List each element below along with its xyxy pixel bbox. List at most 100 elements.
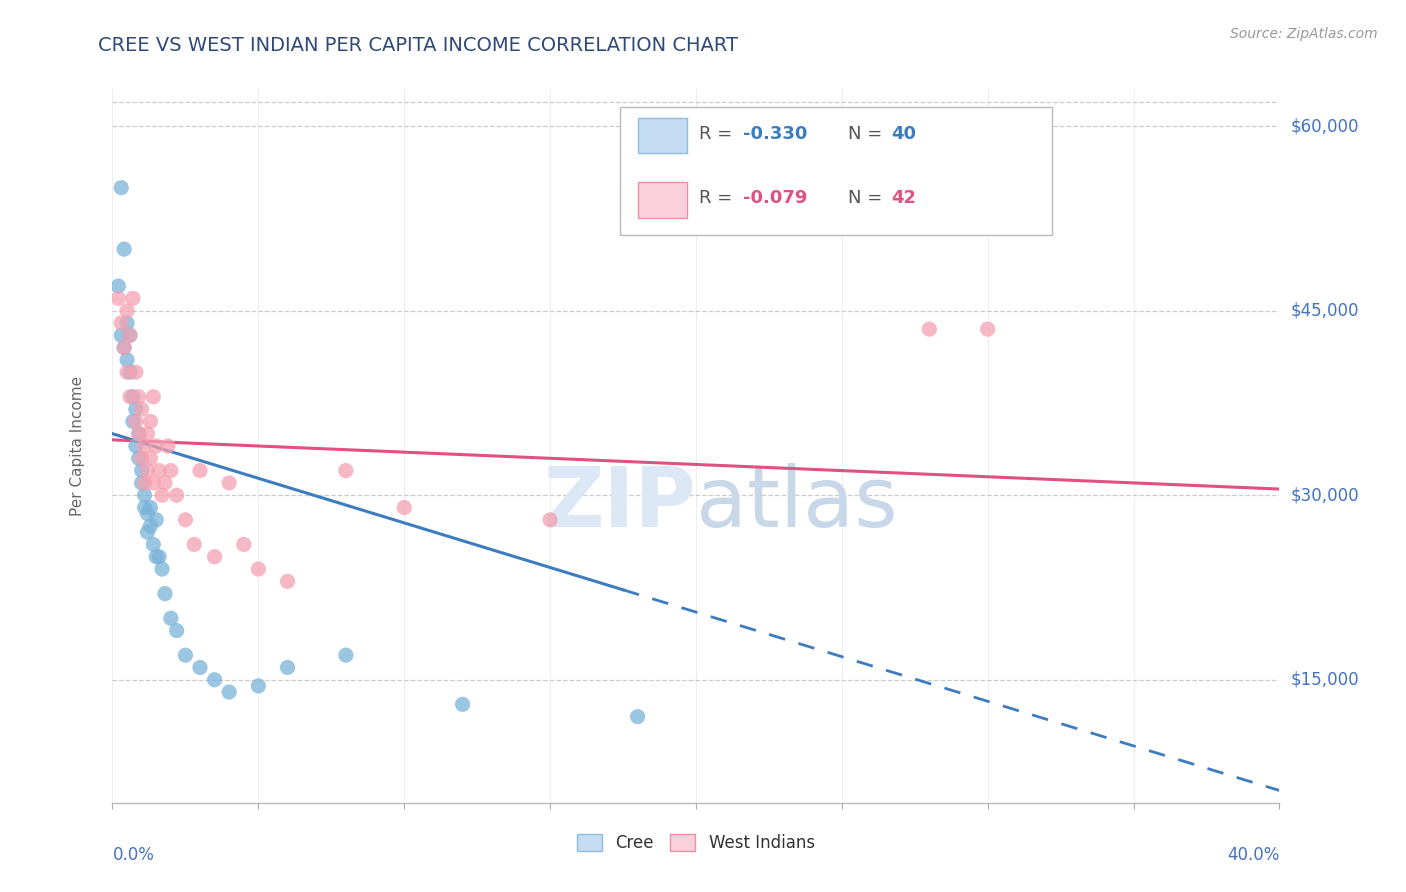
Point [118, 365, 141, 379]
Point [150, 488, 173, 502]
Point [134, 500, 156, 515]
Text: R =: R = [699, 125, 738, 143]
Point [110, 180, 132, 194]
Text: $45,000: $45,000 [1291, 301, 1360, 319]
Point [110, 328, 132, 343]
Point [148, 549, 170, 564]
Text: 40.0%: 40.0% [1227, 846, 1279, 863]
Point [125, 402, 148, 417]
Point [153, 475, 176, 490]
Point [118, 328, 141, 343]
Point [183, 537, 205, 551]
FancyBboxPatch shape [620, 107, 1052, 235]
Point [276, 660, 298, 674]
Point [145, 513, 167, 527]
Point [335, 648, 357, 662]
FancyBboxPatch shape [638, 182, 686, 218]
Point [134, 488, 156, 502]
Text: $15,000: $15,000 [1291, 671, 1360, 689]
Point [218, 685, 240, 699]
Text: atlas: atlas [696, 463, 897, 543]
Text: CREE VS WEST INDIAN PER CAPITA INCOME CORRELATION CHART: CREE VS WEST INDIAN PER CAPITA INCOME CO… [98, 36, 738, 54]
Point [145, 439, 167, 453]
Point [918, 322, 941, 336]
Point [218, 475, 240, 490]
Point [188, 464, 211, 478]
Text: Per Capita Income: Per Capita Income [70, 376, 84, 516]
Point [115, 352, 138, 367]
Point [136, 464, 159, 478]
Point [247, 562, 270, 576]
Text: Source: ZipAtlas.com: Source: ZipAtlas.com [1230, 27, 1378, 41]
Point [276, 574, 298, 589]
Point [112, 341, 135, 355]
Point [142, 475, 165, 490]
Point [394, 500, 416, 515]
Point [131, 451, 153, 466]
Point [174, 648, 197, 662]
Point [122, 390, 145, 404]
Point [131, 475, 153, 490]
Point [451, 698, 474, 712]
Point [122, 414, 145, 428]
Point [335, 464, 357, 478]
Point [160, 464, 183, 478]
Point [128, 426, 150, 441]
Point [131, 402, 153, 417]
Point [134, 439, 156, 453]
Point [142, 537, 165, 551]
Point [174, 513, 197, 527]
Point [139, 414, 162, 428]
Point [136, 426, 159, 441]
Text: 40: 40 [891, 125, 915, 143]
Point [136, 507, 159, 521]
Point [125, 365, 148, 379]
Point [204, 673, 226, 687]
Point [115, 365, 138, 379]
Point [139, 519, 162, 533]
Point [128, 426, 150, 441]
Point [115, 316, 138, 330]
Point [232, 537, 254, 551]
Point [112, 242, 135, 256]
Point [128, 451, 150, 466]
Point [153, 587, 176, 601]
Legend: Cree, West Indians: Cree, West Indians [571, 827, 821, 859]
Point [156, 439, 179, 453]
Text: $30,000: $30,000 [1291, 486, 1360, 504]
Point [118, 390, 141, 404]
FancyBboxPatch shape [638, 118, 686, 153]
Point [125, 439, 148, 453]
Point [131, 464, 153, 478]
Point [247, 679, 270, 693]
Point [134, 475, 156, 490]
Point [139, 500, 162, 515]
Point [166, 488, 188, 502]
Text: R =: R = [699, 189, 738, 207]
Text: ZIP: ZIP [544, 463, 696, 543]
Point [136, 525, 159, 540]
Point [115, 303, 138, 318]
Text: N =: N = [848, 189, 887, 207]
Point [118, 328, 141, 343]
Point [148, 464, 170, 478]
Point [128, 390, 150, 404]
Text: -0.079: -0.079 [742, 189, 807, 207]
Point [166, 624, 188, 638]
Point [627, 709, 650, 723]
Point [976, 322, 998, 336]
Point [110, 316, 132, 330]
Text: 0.0%: 0.0% [112, 846, 155, 863]
Point [150, 562, 173, 576]
Text: $60,000: $60,000 [1291, 117, 1360, 135]
Point [188, 660, 211, 674]
Point [142, 390, 165, 404]
Point [538, 513, 561, 527]
Point [107, 279, 129, 293]
Point [125, 414, 148, 428]
Point [139, 451, 162, 466]
Point [122, 291, 145, 305]
Text: 42: 42 [891, 189, 915, 207]
Point [107, 291, 129, 305]
Text: N =: N = [848, 125, 887, 143]
